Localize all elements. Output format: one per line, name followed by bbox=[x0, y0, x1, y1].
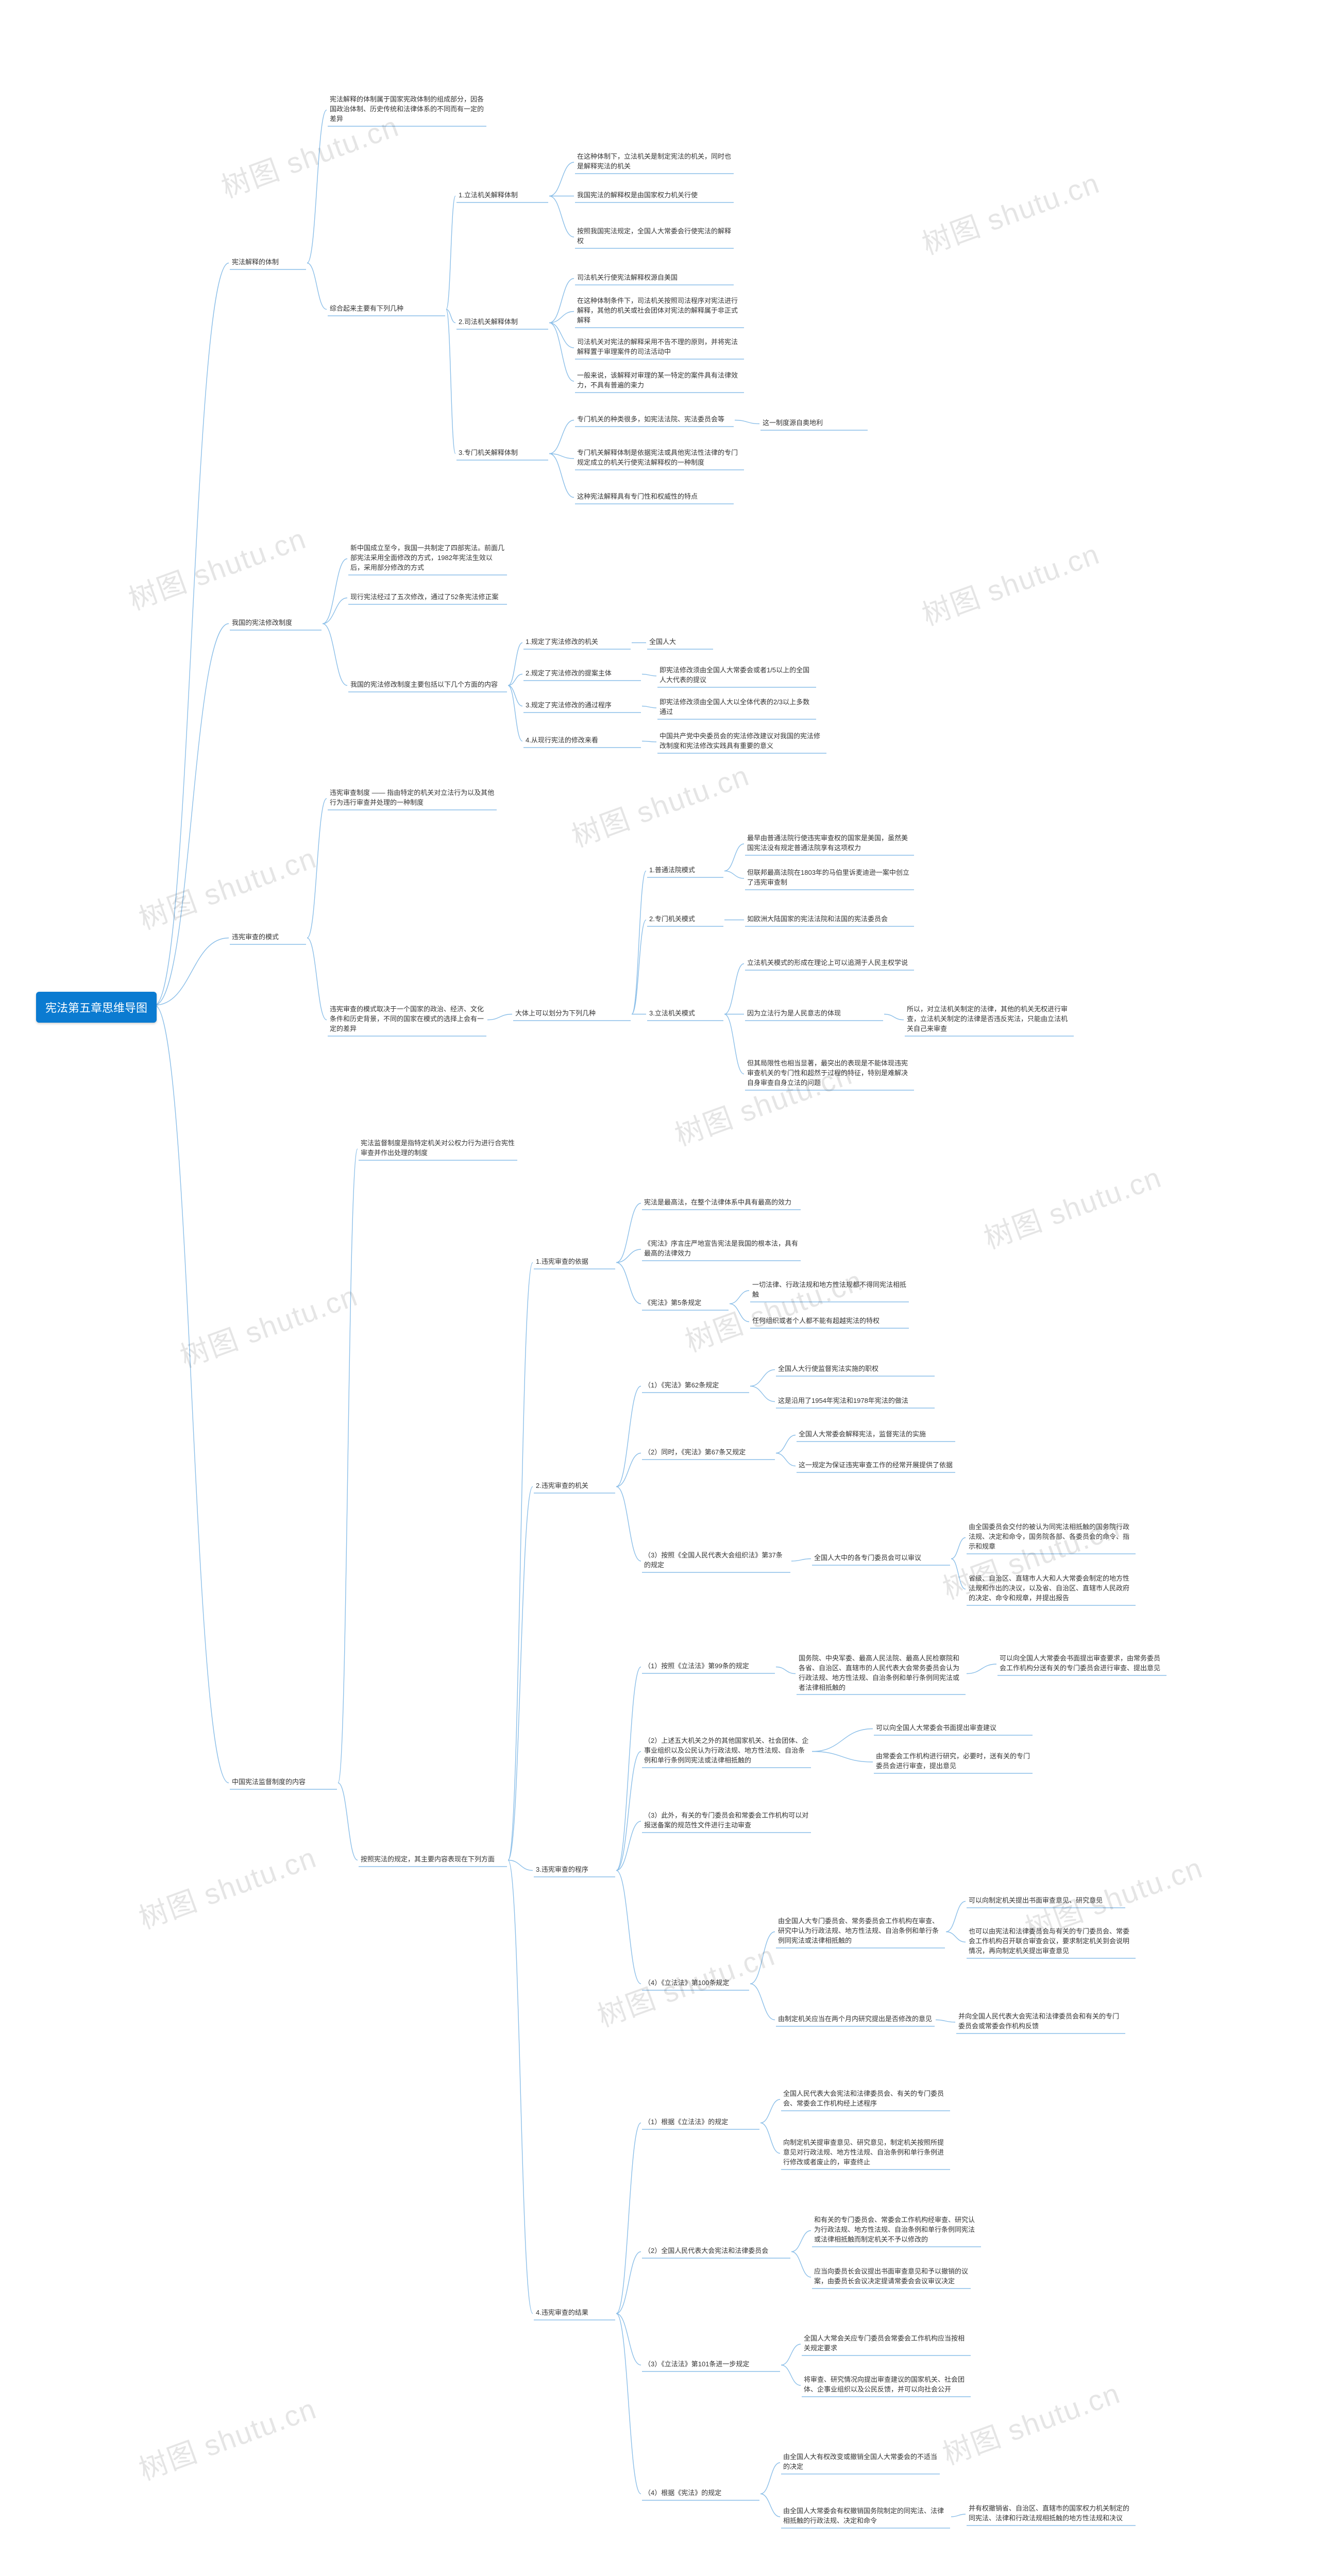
mindmap-node[interactable]: 2.违宪审查的机关 bbox=[536, 1481, 613, 1492]
mindmap-node[interactable]: 我国的宪法修改制度主要包括以下几个方面的内容 bbox=[350, 680, 505, 691]
mindmap-node[interactable]: 宪法是最高法，在整个法律体系中具有最高的效力 bbox=[644, 1198, 799, 1209]
mindmap-node[interactable]: 1.立法机关解释体制 bbox=[459, 191, 546, 201]
mindmap-node[interactable]: 3.专门机关解释体制 bbox=[459, 448, 546, 459]
mindmap-node[interactable]: 省级、自治区、直辖市人大和人大常委会制定的地方性法规和作出的决议，以及省、自治区… bbox=[969, 1574, 1134, 1604]
mindmap-node[interactable]: 综合起来主要有下列几种 bbox=[330, 304, 443, 315]
mindmap-node[interactable]: 3.违宪审查的程序 bbox=[536, 1865, 613, 1876]
mindmap-node[interactable]: 按照宪法的规定，其主要内容表现在下列方面 bbox=[361, 1855, 505, 1866]
mindmap-node[interactable]: （2）全国人民代表大会宪法和法律委员会 bbox=[644, 2246, 788, 2257]
mindmap-node[interactable]: 这一规定为保证违宪审查工作的经常开展提供了依据 bbox=[799, 1461, 953, 1471]
mindmap-node[interactable]: 1.违宪审查的依据 bbox=[536, 1257, 613, 1268]
mindmap-node[interactable]: （2）上述五大机关之外的其他国家机关、社会团体、企事业组织以及公民认为行政法规、… bbox=[644, 1736, 809, 1767]
mindmap-node[interactable]: 如欧洲大陆国家的宪法法院和法国的宪法委员会 bbox=[747, 914, 912, 925]
mindmap-node[interactable]: （1）按照《立法法》第99条的规定 bbox=[644, 1662, 773, 1672]
mindmap-node[interactable]: 大体上可以划分为下列几种 bbox=[515, 1009, 629, 1020]
mindmap-node[interactable]: 和有关的专门委员会、常委会工作机构经审查、研究认为行政法规、地方性法规、自治条例… bbox=[814, 2215, 979, 2246]
mindmap-node[interactable]: 全国人大 bbox=[649, 637, 711, 648]
mindmap-node[interactable]: 现行宪法经过了五次修改，通过了52条宪法修正案 bbox=[350, 592, 505, 603]
mindmap-node[interactable]: 4.从现行宪法的修改来看 bbox=[526, 736, 639, 747]
mindmap-node[interactable]: 2.专门机关模式 bbox=[649, 914, 721, 925]
mindmap-node[interactable]: 司法机关行使宪法解释权源自美国 bbox=[577, 273, 732, 284]
mindmap-node[interactable]: 中国共产党中央委员会的宪法修改建议对我国的宪法修改制度和宪法修改实践具有重要的意… bbox=[660, 732, 824, 752]
mindmap-node[interactable]: 在这种体制条件下，司法机关按照司法程序对宪法进行解释，其他的机关或社会团体对宪法… bbox=[577, 296, 742, 327]
mindmap-node[interactable]: 专门机关的种类很多，如宪法法院、宪法委员会等 bbox=[577, 415, 732, 426]
mindmap-node[interactable]: 2.司法机关解释体制 bbox=[459, 317, 546, 328]
mindmap-node[interactable]: 这一制度源自奥地利 bbox=[763, 418, 866, 429]
mindmap-node[interactable]: （2）同时，《宪法》第67条又规定 bbox=[644, 1448, 773, 1459]
mindmap-node[interactable]: 4.违宪审查的结果 bbox=[536, 2308, 613, 2319]
mindmap-node[interactable]: 但联邦最高法院在1803年的马伯里诉麦迪逊一案中创立了违宪审查制 bbox=[747, 868, 912, 889]
mindmap-node[interactable]: 宪法解释的体制 bbox=[232, 258, 304, 268]
mindmap-root[interactable]: 宪法第五章思维导图 bbox=[36, 992, 157, 1023]
mindmap-node[interactable]: 在这种体制下，立法机关是制定宪法的机关，同时也是解释宪法的机关 bbox=[577, 152, 732, 173]
mindmap-node[interactable]: 宪法监督制度是指特定机关对公权力行为进行合宪性审查并作出处理的制度 bbox=[361, 1139, 515, 1159]
mindmap-node[interactable]: （3）按照《全国人民代表大会组织法》第37条的规定 bbox=[644, 1551, 788, 1571]
mindmap-node[interactable]: 3.立法机关模式 bbox=[649, 1009, 721, 1020]
mindmap-node[interactable]: （1）根据《立法法》的规定 bbox=[644, 2117, 757, 2128]
mindmap-node[interactable]: 即宪法修改须由全国人大常委会或者1/5以上的全国人大代表的提议 bbox=[660, 666, 814, 686]
mindmap-node[interactable]: 由常委会工作机构进行研究，必要时，送有关的专门委员会进行审查，提出意见 bbox=[876, 1752, 1030, 1772]
mindmap-node[interactable]: 3.规定了宪法修改的通过程序 bbox=[526, 701, 639, 711]
mindmap-node[interactable]: 任何组织或者个人都不能有超越宪法的特权 bbox=[752, 1316, 907, 1327]
mindmap-node[interactable]: 由全国人大专门委员会、常务委员会工作机构在审查、研究中认为行政法规、地方性法规、… bbox=[778, 1917, 943, 1947]
mindmap-node[interactable]: （1）《宪法》第62条规定 bbox=[644, 1381, 747, 1392]
mindmap-node[interactable]: 宪法解释的体制属于国家宪政体制的组成部分，因各国政治体制、历史传统和法律体系的不… bbox=[330, 95, 484, 125]
mindmap-node[interactable]: 国务院、中央军委、最高人民法院、最高人民检察院和各省、自治区、直辖市的人民代表大… bbox=[799, 1654, 963, 1693]
mindmap-node[interactable]: 由制定机关应当在两个月内研究提出是否修改的意见 bbox=[778, 2014, 933, 2025]
mindmap-node[interactable]: 一切法律、行政法规和地方性法规都不得同宪法相抵触 bbox=[752, 1280, 907, 1301]
mindmap-node[interactable]: 因为立法行为是人民意志的体现 bbox=[747, 1009, 881, 1020]
mindmap-node[interactable]: 即宪法修改须由全国人大以全体代表的2/3以上多数通过 bbox=[660, 698, 814, 718]
mindmap-node[interactable]: 可以向全国人大常委会书面提出审查要求，由常务委员会工作机构分送有关的专门委员会进… bbox=[1000, 1654, 1164, 1674]
mindmap-node[interactable]: 1.普通法院模式 bbox=[649, 866, 721, 876]
mindmap-node[interactable]: 这种宪法解释具有专门性和权威性的特点 bbox=[577, 492, 732, 503]
mindmap-node[interactable]: 并有权撤销省、自治区、直辖市的国家权力机关制定的同宪法、法律和行政法规相抵触的地… bbox=[969, 2504, 1134, 2524]
mindmap-node[interactable]: 违宪审查制度 —— 指由特定的机关对立法行为以及其他行为违行审查并处理的一种制度 bbox=[330, 788, 495, 809]
mindmap-node[interactable]: （4）根据《宪法》的规定 bbox=[644, 2488, 757, 2499]
mindmap-node[interactable]: 《宪法》第5条规定 bbox=[644, 1298, 726, 1309]
mindmap-node[interactable]: 由全国人大常委会有权撤销国务院制定的同宪法、法律相抵触的行政法规、决定和命令 bbox=[783, 2506, 948, 2527]
mindmap-node[interactable]: （4）《立法法》第100条规定 bbox=[644, 1978, 747, 1989]
mindmap-node[interactable]: 《宪法》序言庄严地宣告宪法是我国的根本法，具有最高的法律效力 bbox=[644, 1239, 799, 1260]
mindmap-node[interactable]: 可以向全国人大常委会书面提出审查建议 bbox=[876, 1723, 1030, 1734]
mindmap-node[interactable]: 所以，对立法机关制定的法律，其他的机关无权进行审查，立法机关制定的法律是否违反宪… bbox=[907, 1005, 1072, 1035]
mindmap-node[interactable]: 司法机关对宪法的解释采用不告不理的原则，并将宪法解释置于审理案件的司法活动中 bbox=[577, 337, 742, 358]
mindmap-node[interactable]: 违宪审查的模式 bbox=[232, 933, 304, 943]
mindmap-node[interactable]: 但其局限性也相当显著，最突出的表现是不能体现违宪审查机关的专门性和超然于过程的特… bbox=[747, 1059, 912, 1089]
mindmap-node[interactable]: 最早由普通法院行使违宪审查权的国家是美国，虽然美国宪法没有规定普通法院享有这项权… bbox=[747, 834, 912, 854]
mindmap-node[interactable]: 全国人大常委会解释宪法，监督宪法的实施 bbox=[799, 1430, 953, 1440]
mindmap-node[interactable]: 由全国人大有权改变或撤销全国人大常委会的不适当的决定 bbox=[783, 2452, 938, 2473]
mindmap-node[interactable]: 全国人大行使监督宪法实施的职权 bbox=[778, 1364, 933, 1375]
mindmap-node[interactable]: 这是沿用了1954年宪法和1978年宪法的做法 bbox=[778, 1396, 933, 1407]
mindmap-node[interactable]: 由全国委员会交付的被认为同宪法相抵触的国务院行政法规、决定和命令，国务院各部、各… bbox=[969, 1522, 1134, 1553]
mindmap-node[interactable]: 中国宪法监督制度的内容 bbox=[232, 1777, 335, 1788]
mindmap-node[interactable]: 向制定机关提审查意见、研究意见，制定机关按照所提意见对行政法规、地方性法规、自治… bbox=[783, 2138, 948, 2168]
mindmap-node[interactable]: 2.规定了宪法修改的提案主体 bbox=[526, 669, 639, 680]
mindmap-node[interactable]: 一般来说，该解释对审理的某一特定的案件具有法律效力，不具有普遍的束力 bbox=[577, 371, 742, 392]
mindmap-node[interactable]: 我国宪法的解释权是由国家权力机关行使 bbox=[577, 191, 732, 201]
mindmap-node[interactable]: 应当向委员长会议提出书面审查意见和予以撤销的议案，由委员长会议决定提请常委会会议… bbox=[814, 2267, 969, 2287]
mindmap-node[interactable]: 我国的宪法修改制度 bbox=[232, 618, 319, 629]
mindmap-node[interactable]: 按照我国宪法规定，全国人大常委会行使宪法的解释权 bbox=[577, 227, 732, 247]
mindmap-node[interactable]: 全国人民代表大会宪法和法律委员会、有关的专门委员会、常委会工作机构经上述程序 bbox=[783, 2089, 948, 2110]
mindmap-node[interactable]: （3）此外，有关的专门委员会和常委会工作机构可以对报送备案的规范性文件进行主动审… bbox=[644, 1811, 809, 1832]
mindmap-node[interactable]: 1.规定了宪法修改的机关 bbox=[526, 637, 629, 648]
mindmap-node[interactable]: 全国人大中的各专门委员会可以审议 bbox=[814, 1553, 948, 1564]
mindmap-node[interactable]: （3）《立法法》第101条进一步规定 bbox=[644, 2360, 778, 2370]
mindmap-node[interactable]: 将审查、研究情况向提出审查建议的国家机关、社会团体、企事业组织以及公民反馈，并可… bbox=[804, 2375, 969, 2396]
mindmap-node[interactable]: 也可以由宪法和法律委员会与有关的专门委员会、常委会工作机构召开联合审查会议，要求… bbox=[969, 1927, 1134, 1957]
mindmap-node[interactable]: 专门机关解释体制是依据宪法或具他宪法性法律的专门规定成立的机关行使宪法解释权的一… bbox=[577, 448, 742, 469]
mindmap-node[interactable]: 新中国成立至今，我国一共制定了四部宪法。前面几部宪法采用全面修改的方式，1982… bbox=[350, 544, 505, 574]
mindmap-node[interactable]: 立法机关模式的形成在理论上可以追溯于人民主权学说 bbox=[747, 958, 912, 969]
mindmap-node[interactable]: 全国人大常会关应专门委员会常委会工作机构应当按相关规定要求 bbox=[804, 2334, 969, 2354]
mindmap-node[interactable]: 违宪审查的模式取决于一个国家的政治、经济、文化条件和历史背景，不同的国家在模式的… bbox=[330, 1005, 484, 1035]
mindmap-node[interactable]: 可以向制定机关提出书面审查意见、研究意见 bbox=[969, 1896, 1123, 1907]
mindmap-node[interactable]: 并向全国人民代表大会宪法和法律委员会和有关的专门委员会或常委会作机构反馈 bbox=[958, 2012, 1123, 2032]
